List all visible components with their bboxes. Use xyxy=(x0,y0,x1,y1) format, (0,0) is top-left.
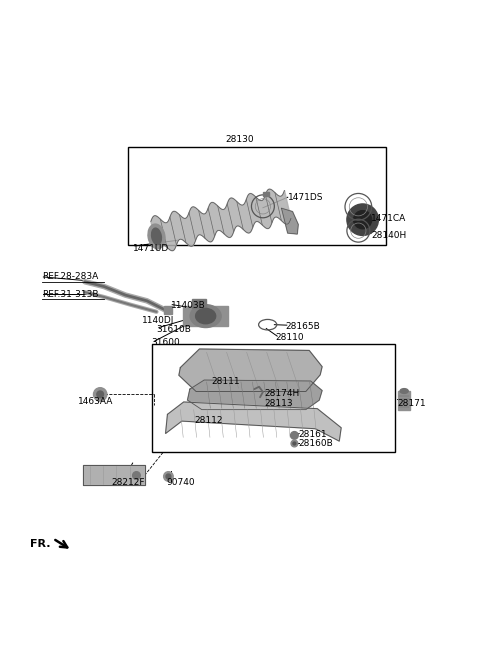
Text: 28110: 28110 xyxy=(276,332,304,342)
Text: REF.31-313B: REF.31-313B xyxy=(42,290,98,299)
Text: 1463AA: 1463AA xyxy=(78,397,113,405)
Bar xyxy=(183,306,228,326)
Text: 28174H: 28174H xyxy=(264,390,299,398)
Circle shape xyxy=(293,442,296,445)
Text: 1140DJ: 1140DJ xyxy=(142,316,175,325)
Circle shape xyxy=(347,204,378,235)
Ellipse shape xyxy=(190,305,221,328)
Polygon shape xyxy=(281,208,298,234)
Polygon shape xyxy=(188,380,322,409)
Circle shape xyxy=(164,472,173,481)
Text: 31610B: 31610B xyxy=(156,325,192,334)
Circle shape xyxy=(94,388,107,401)
Text: REF.28-283A: REF.28-283A xyxy=(42,273,98,281)
Bar xyxy=(128,147,385,245)
Text: 28160B: 28160B xyxy=(298,440,333,449)
Circle shape xyxy=(354,211,372,229)
Polygon shape xyxy=(151,189,291,251)
Circle shape xyxy=(166,474,171,479)
Polygon shape xyxy=(83,464,144,485)
Text: 28112: 28112 xyxy=(195,416,223,424)
Text: 1471CA: 1471CA xyxy=(371,214,407,223)
Text: 1471UD: 1471UD xyxy=(132,244,169,253)
Text: 28140H: 28140H xyxy=(371,231,407,240)
Text: 28111: 28111 xyxy=(211,378,240,386)
Text: 90740: 90740 xyxy=(166,478,195,487)
Text: 28161: 28161 xyxy=(298,430,327,439)
Bar xyxy=(152,344,395,451)
Text: 28165B: 28165B xyxy=(285,322,320,330)
Text: 28113: 28113 xyxy=(264,399,292,408)
Circle shape xyxy=(132,472,140,480)
Bar xyxy=(263,193,269,196)
Polygon shape xyxy=(179,349,322,392)
Text: 1471DS: 1471DS xyxy=(288,193,323,202)
Ellipse shape xyxy=(152,228,161,244)
Ellipse shape xyxy=(148,224,165,249)
Bar xyxy=(398,390,410,409)
Text: 11403B: 11403B xyxy=(171,301,205,310)
Text: 31600: 31600 xyxy=(152,338,180,348)
Bar xyxy=(192,300,205,308)
Bar xyxy=(164,306,172,314)
Text: 28212F: 28212F xyxy=(111,478,144,487)
Text: 28130: 28130 xyxy=(226,135,254,145)
Text: FR.: FR. xyxy=(30,539,50,549)
Ellipse shape xyxy=(400,389,408,394)
Circle shape xyxy=(97,391,104,397)
Text: 28171: 28171 xyxy=(397,399,426,409)
Polygon shape xyxy=(166,402,341,441)
Circle shape xyxy=(290,432,298,440)
Ellipse shape xyxy=(196,308,216,324)
Circle shape xyxy=(291,440,298,447)
